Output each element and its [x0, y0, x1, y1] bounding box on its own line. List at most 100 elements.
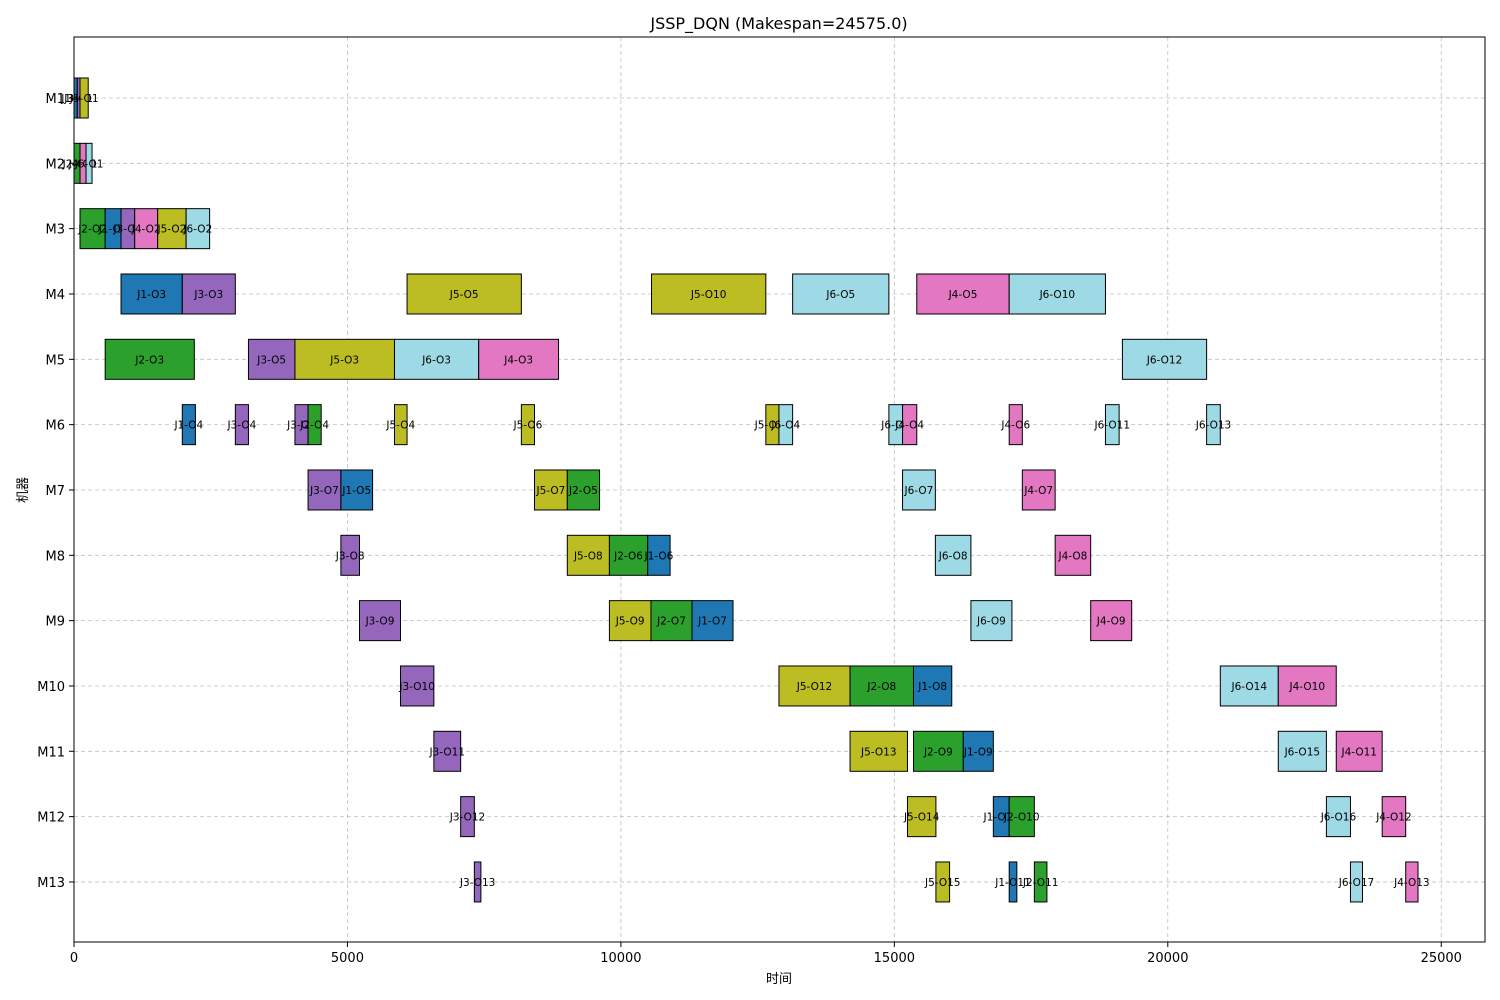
- task-bar: [1008, 796, 1035, 838]
- task-label: J2-O7: [656, 616, 686, 628]
- task-bar: [1206, 404, 1221, 446]
- task-bar: [393, 338, 480, 380]
- task-label: J2-O6: [613, 550, 643, 562]
- task-label: J5-O1: [69, 93, 99, 105]
- task-label: J2-O4: [299, 420, 329, 432]
- task-label: J4-O6: [1000, 420, 1030, 432]
- task-bar-group: J4-O5: [916, 273, 1010, 315]
- x-tick-label: 25000: [1421, 951, 1462, 966]
- task-label: J3-O11: [429, 746, 465, 758]
- chart-title: JSSP_DQN (Makespan=24575.0): [649, 14, 907, 34]
- task-label: J4-O13: [1393, 877, 1429, 889]
- task-bar: [247, 338, 296, 380]
- task-bar: [566, 534, 610, 576]
- task-bar: [85, 142, 93, 184]
- task-label: J6-O13: [1195, 420, 1231, 432]
- task-bar-group: J3-O12: [449, 796, 485, 838]
- task-label: J3-O3: [193, 289, 223, 301]
- task-bar: [1405, 861, 1419, 903]
- task-bar-group: J6-O4: [770, 404, 801, 446]
- task-bar-group: J4-O11: [1335, 730, 1383, 772]
- task-bar-group: J6-O17: [1338, 861, 1374, 903]
- task-bar-group: J4-O4: [894, 404, 924, 446]
- task-label: J5-O12: [796, 681, 832, 693]
- y-tick-label: M11: [37, 745, 65, 760]
- task-label: J5-O3: [329, 354, 359, 366]
- task-label: J1-O6: [644, 550, 674, 562]
- task-bar: [1219, 665, 1279, 707]
- task-bar-group: J4-O6: [1000, 404, 1030, 446]
- task-label: J4-O9: [1096, 616, 1126, 628]
- task-bar: [1033, 861, 1048, 903]
- task-bar-group: J5-O9: [608, 600, 652, 642]
- task-bar-group: J4-O9: [1090, 600, 1133, 642]
- task-bar-group: J5-O4: [385, 404, 415, 446]
- task-bar-group: J3-O3: [181, 273, 236, 315]
- task-label: J6-O14: [1231, 681, 1268, 693]
- task-bar-group: J1-O7: [691, 600, 734, 642]
- task-bar-group: J2-O11: [1022, 861, 1058, 903]
- task-bar-group: J5-O15: [924, 861, 960, 903]
- task-bar-group: J4-O3: [478, 338, 560, 380]
- task-bar-group: J3-O9: [358, 600, 401, 642]
- task-bar-group: J2-O6: [608, 534, 649, 576]
- task-bar: [912, 665, 953, 707]
- x-tick-label: 5000: [331, 951, 364, 966]
- task-bar-group: J6-O1: [74, 142, 103, 184]
- task-bar: [1349, 861, 1363, 903]
- task-bar-group: J2-O8: [849, 665, 914, 707]
- y-tick-label: M13: [37, 876, 65, 891]
- task-bar: [181, 273, 236, 315]
- task-bar: [1008, 404, 1023, 446]
- task-label: J2-O10: [1003, 812, 1039, 824]
- y-tick-label: M9: [46, 615, 66, 630]
- task-label: J3-O8: [335, 550, 365, 562]
- task-bar-group: J1-O5: [340, 469, 374, 511]
- task-bar-group: J3-O11: [429, 730, 465, 772]
- task-label: J6-O10: [1039, 289, 1075, 301]
- task-label: J6-O16: [1320, 812, 1357, 824]
- task-bar: [902, 469, 936, 511]
- task-bar-group: J5-O6: [513, 404, 543, 446]
- task-bar-group: J5-O14: [903, 796, 940, 838]
- task-label: J1-O2: [98, 224, 128, 236]
- task-bar-group: J3-O10: [398, 665, 435, 707]
- task-bar-group: J4-O8: [1054, 534, 1092, 576]
- task-bar: [1325, 796, 1351, 838]
- task-bar-group: J2-O9: [912, 730, 964, 772]
- task-bar: [906, 796, 937, 838]
- task-label: J3-O4: [226, 420, 256, 432]
- task-label: J5-O9: [615, 616, 645, 628]
- task-bar: [1104, 404, 1120, 446]
- task-bar: [399, 665, 435, 707]
- task-bar: [651, 273, 767, 315]
- task-label: J5-O5: [449, 289, 479, 301]
- task-label: J5-O2: [156, 224, 186, 236]
- task-bar-group: J2-O5: [566, 469, 601, 511]
- axis-ticks: 0 5000 10000 15000 20000 25000 M1 M2 M3 M4 M5 M6 M7 M…: [37, 92, 1462, 966]
- task-label: J3-O7: [309, 485, 339, 497]
- task-bar-group: J1-O9: [962, 730, 994, 772]
- task-label: J6-O5: [825, 289, 855, 301]
- task-bar: [1381, 796, 1407, 838]
- task-bar: [185, 208, 211, 250]
- task-bar-group: J5-O7: [533, 469, 568, 511]
- task-bar: [1277, 730, 1327, 772]
- task-label: J4-O7: [1023, 485, 1053, 497]
- task-bar-group: J1-O3: [120, 273, 183, 315]
- task-label: J6-O3: [421, 354, 451, 366]
- task-bar-group: J4-O13: [1393, 861, 1430, 903]
- task-bar: [234, 404, 249, 446]
- task-bar-group: J5-O13: [849, 730, 908, 772]
- task-label: J6-O4: [770, 420, 800, 432]
- task-bar: [691, 600, 734, 642]
- task-bar: [433, 730, 462, 772]
- task-bar: [358, 600, 401, 642]
- task-label: J2-O2: [77, 224, 107, 236]
- task-label: J4-O12: [1375, 812, 1411, 824]
- task-bars: J1-O1J3-O1J5-O1J2-O1J4-O1J6-O1J2-O2J1-O2…: [60, 77, 1430, 903]
- task-label: J3-O5: [256, 354, 286, 366]
- task-bar: [608, 600, 652, 642]
- task-bar: [849, 730, 908, 772]
- task-bar: [307, 404, 322, 446]
